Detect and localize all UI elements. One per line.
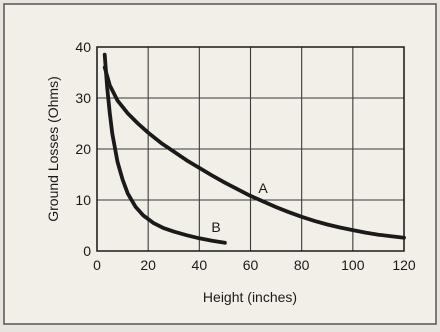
- x-tick-label: 20: [140, 257, 156, 273]
- series-label-b: B: [211, 219, 220, 235]
- series-lines: [102, 52, 406, 245]
- series-line-b: [102, 52, 227, 245]
- series-label-a: A: [258, 180, 268, 196]
- y-tick-label: 30: [75, 90, 91, 106]
- outer-border: [3, 3, 437, 325]
- y-tick-label: 20: [75, 141, 91, 157]
- x-tick-labels: 0 20 40 60 80 100 120: [93, 257, 416, 273]
- x-tick-label: 100: [341, 257, 365, 273]
- x-tick-label: 0: [93, 257, 101, 273]
- x-tick-label: 60: [243, 257, 259, 273]
- x-tick-label: 120: [392, 257, 416, 273]
- y-axis-label: Ground Losses (Ohms): [45, 76, 61, 222]
- y-tick-label: 40: [75, 39, 91, 55]
- y-tick-labels: 0 10 20 30 40: [75, 39, 91, 259]
- y-tick-label: 0: [83, 243, 91, 259]
- y-tick-label: 10: [75, 192, 91, 208]
- x-tick-label: 80: [294, 257, 310, 273]
- series-labels: AB: [211, 180, 268, 235]
- plot-frame: [96, 46, 405, 252]
- series-line-a: [102, 65, 406, 240]
- x-tick-label: 40: [192, 257, 208, 273]
- x-axis-label: Height (inches): [203, 289, 297, 305]
